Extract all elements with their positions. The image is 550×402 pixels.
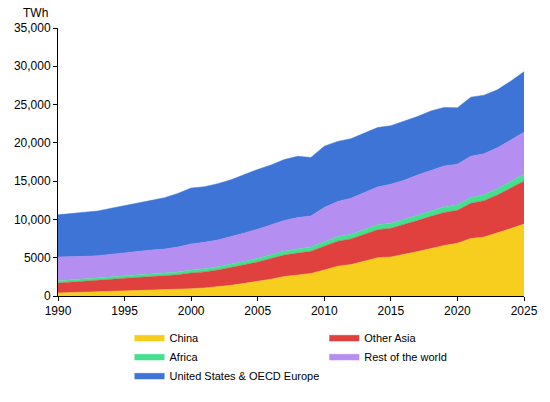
svg-text:China: China <box>170 332 200 344</box>
svg-text:2010: 2010 <box>311 304 338 318</box>
svg-text:1995: 1995 <box>111 304 138 318</box>
svg-text:2015: 2015 <box>378 304 405 318</box>
svg-text:15,000: 15,000 <box>14 174 51 188</box>
svg-text:2020: 2020 <box>444 304 471 318</box>
svg-text:1990: 1990 <box>45 304 72 318</box>
svg-text:30,000: 30,000 <box>14 59 51 73</box>
svg-text:10,000: 10,000 <box>14 213 51 227</box>
svg-text:20,000: 20,000 <box>14 136 51 150</box>
svg-text:5000: 5000 <box>24 251 51 265</box>
svg-text:Other Asia: Other Asia <box>364 332 416 344</box>
svg-text:Africa: Africa <box>170 351 199 363</box>
svg-text:25,000: 25,000 <box>14 98 51 112</box>
svg-text:2000: 2000 <box>178 304 205 318</box>
svg-text:2025: 2025 <box>511 304 538 318</box>
svg-text:35,000: 35,000 <box>14 21 51 35</box>
svg-text:United States & OECD Europe: United States & OECD Europe <box>170 370 320 382</box>
svg-text:0: 0 <box>44 289 51 303</box>
svg-text:2005: 2005 <box>244 304 271 318</box>
svg-text:Rest of the world: Rest of the world <box>364 351 447 363</box>
svg-text:TWh: TWh <box>23 6 48 20</box>
